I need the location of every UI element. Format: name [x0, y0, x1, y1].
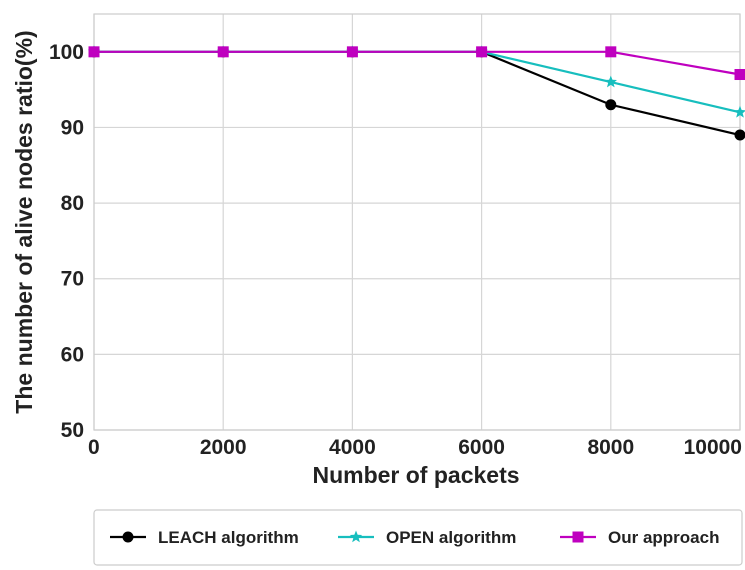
legend-label-1: OPEN algorithm	[386, 528, 516, 547]
data-point-2-1	[217, 46, 229, 58]
data-point-0-4	[605, 99, 617, 111]
plot-frame	[93, 13, 741, 431]
y-tick-label-1: 60	[61, 343, 84, 366]
y-tick-label-4: 90	[61, 116, 84, 139]
y-tick-label-2: 70	[61, 268, 84, 291]
data-point-2-5	[734, 69, 745, 81]
x-axis-label: Number of packets	[312, 462, 519, 488]
x-tick-label-3: 6000	[458, 436, 505, 459]
y-axis-label: The number of alive nodes ratio(%)	[11, 30, 37, 413]
y-tick-label-0: 50	[61, 419, 84, 442]
y-tick-label-3: 80	[61, 192, 84, 215]
legend-label-0: LEACH algorithm	[158, 528, 299, 547]
series-line-1	[94, 50, 741, 114]
series-line-2	[94, 50, 741, 76]
y-tick-label-5: 100	[49, 41, 84, 64]
series-1	[87, 45, 745, 118]
x-tick-label-5: 10000	[684, 436, 742, 459]
data-point-2-4	[605, 46, 617, 58]
grid	[93, 14, 741, 431]
x-tick-label-1: 2000	[200, 436, 247, 459]
x-tick-label-0: 0	[88, 436, 100, 459]
legend: LEACH algorithm OPEN algorithm Our approac…	[93, 509, 743, 566]
data-point-1-4	[604, 75, 617, 88]
x-tick-label-4: 8000	[587, 436, 634, 459]
legend-label-2: Our approach	[608, 528, 719, 547]
series-line-0	[94, 50, 741, 137]
x-axis-ticks: 0 2000 4000 6000 8000 10000	[88, 436, 742, 459]
y-axis-ticks: 50 60 70 80 90 100	[49, 41, 84, 442]
series-2	[88, 46, 745, 81]
series-0	[88, 46, 745, 141]
data-point-2-2	[346, 46, 358, 58]
data-point-2-0	[88, 46, 100, 58]
series-layer	[87, 45, 745, 141]
data-point-2-3	[476, 46, 488, 58]
data-point-0-5	[734, 129, 745, 141]
legend-marker-0	[122, 531, 134, 543]
data-point-1-5	[733, 105, 745, 118]
legend-marker-2	[572, 531, 584, 543]
legend-box	[93, 509, 743, 566]
x-tick-label-2: 4000	[329, 436, 376, 459]
legend-marker-1	[349, 530, 363, 543]
